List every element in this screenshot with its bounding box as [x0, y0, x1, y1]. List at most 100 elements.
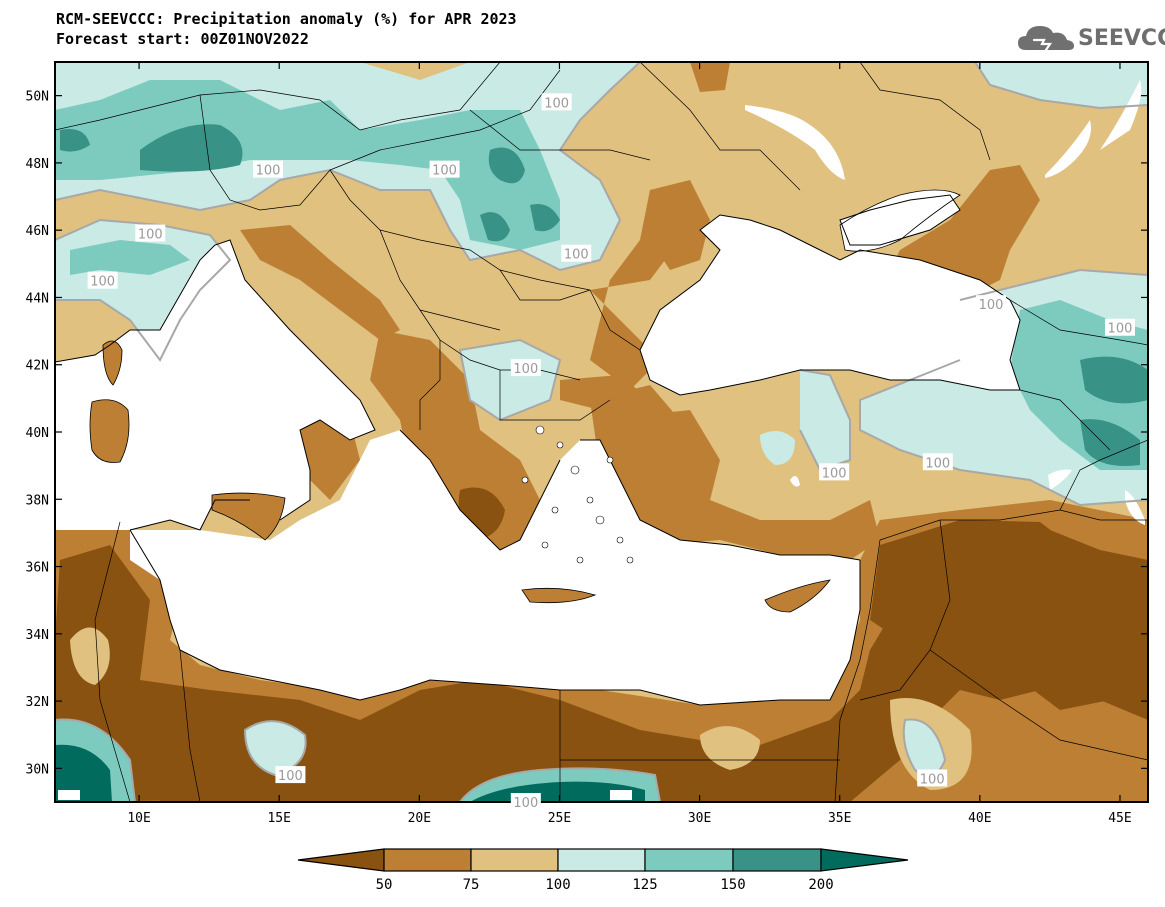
- contour-label-bg: [541, 93, 572, 111]
- forecast-start-label: Forecast start: 00Z01NOV2022: [56, 30, 309, 48]
- lon-tick-label: 20E: [408, 811, 431, 826]
- seevccc-logo: SEEVCCC: [1016, 20, 1165, 60]
- longitude-axis: 10E 15E 20E 25E 30E 35E 40E 45E: [127, 62, 1132, 826]
- contour-label: 100: [429, 160, 460, 179]
- contour-label: 100: [252, 160, 283, 179]
- lon-tick-label: 45E: [1108, 811, 1131, 826]
- colorbar-level-label: 50: [376, 877, 393, 893]
- field-50-75-moldova: [650, 180, 710, 270]
- sardinia-sea-gap: [55, 400, 95, 470]
- sardinia: [89, 399, 130, 463]
- contour-label-bg: [819, 463, 850, 481]
- caspian-edge: [1125, 490, 1145, 525]
- latitude-axis: 30N 32N 34N 36N 38N 40N 42N 44N 46N 48N 50N: [26, 90, 1148, 777]
- lat-tick-label: 46N: [26, 224, 49, 239]
- colorbar-swatch-gt200: [820, 848, 909, 872]
- field-gt200-algeria: [55, 744, 112, 802]
- colorbar-swatch-lt50: [297, 848, 385, 872]
- colorbar-swatch: [732, 848, 822, 872]
- contour-label-bg: [1104, 318, 1135, 336]
- sicily: [211, 492, 286, 541]
- contour-label: 100: [819, 463, 850, 481]
- field-75-100-libya-blob: [70, 627, 110, 685]
- contour-labels: 100 100 100 100 100 100 100 100 100 100 100 100 100 1…: [87, 93, 1135, 811]
- map-fields: [55, 62, 1148, 802]
- colorbar-level-label: 150: [720, 877, 745, 893]
- contour-label: 100: [561, 244, 592, 263]
- contour-label-bg: [135, 224, 166, 242]
- contour-label-bg: [976, 295, 1007, 313]
- lat-tick-label: 30N: [26, 762, 49, 777]
- field-100-125-turkey-blob: [760, 431, 795, 465]
- contour-label-text: 100: [564, 248, 589, 263]
- colorbar-swatch: [470, 848, 559, 872]
- colorbar-level-label: 200: [808, 877, 833, 893]
- lon-tick-label: 40E: [968, 811, 991, 826]
- lat-tick-label: 44N: [26, 291, 49, 306]
- contour-label-text: 100: [90, 275, 115, 290]
- field-100-125-libya-blob: [245, 721, 306, 775]
- field-150-200-germany: [140, 124, 243, 172]
- contour-label-text: 100: [432, 164, 457, 179]
- lat-tick-label: 48N: [26, 157, 49, 172]
- contour-label-text: 100: [138, 228, 163, 243]
- contour-label-bg: [510, 359, 541, 377]
- aegean-islands: [521, 425, 634, 564]
- lat-tick-label: 34N: [26, 628, 49, 643]
- colorbar-swatch: [383, 848, 472, 872]
- field-150-200-romania: [530, 204, 560, 232]
- nodata-africa-sw: [58, 790, 80, 800]
- lat-tick-label: 32N: [26, 695, 49, 710]
- field-150-200-caucasus-south: [1080, 419, 1140, 466]
- nodata-ne: [1100, 80, 1142, 150]
- colorbar-level-label: 125: [632, 877, 657, 893]
- contour-label-text: 100: [979, 298, 1004, 313]
- nodata-ukraine: [745, 105, 845, 180]
- colorbar-level-label: 75: [463, 877, 480, 893]
- crimea: [839, 189, 961, 252]
- contour-label-text: 100: [925, 456, 950, 471]
- contour-label-bg: [917, 769, 948, 787]
- colorbar-swatch: [644, 848, 734, 872]
- lon-tick-label: 10E: [127, 811, 150, 826]
- colorbar-level-label: 100: [545, 877, 570, 893]
- nodata-turkey-east: [1048, 469, 1072, 490]
- black-sea: [640, 215, 1020, 395]
- lon-tick-label: 25E: [548, 811, 571, 826]
- lat-tick-label: 36N: [26, 561, 49, 576]
- colorbar-swatch: [557, 848, 646, 872]
- contour-label-bg: [87, 271, 118, 289]
- corsica: [102, 340, 123, 386]
- map-title: RCM-SEEVCCC: Precipitation anomaly (%) f…: [56, 10, 517, 28]
- cyprus: [764, 579, 831, 613]
- field-100-125-turkey-central: [800, 370, 850, 470]
- lat-tick-label: 42N: [26, 359, 49, 374]
- lat-tick-label: 38N: [26, 493, 49, 508]
- field-125-150-alps: [70, 240, 190, 275]
- country-borders: [55, 62, 1148, 802]
- contour-label: 100: [275, 766, 306, 784]
- field-150-200-hungary: [480, 212, 510, 242]
- contour-label: 100: [1104, 318, 1135, 337]
- field-lt50-syria: [870, 520, 1120, 710]
- contour-label-text: 100: [278, 769, 303, 784]
- nodata-turkey-mid: [790, 476, 800, 487]
- field-50-75-bulgaria: [560, 375, 650, 410]
- contour-label-text: 100: [822, 466, 847, 481]
- contour-label-bg: [922, 453, 953, 471]
- contour-label: 100: [976, 295, 1007, 313]
- lon-tick-label: 30E: [688, 811, 711, 826]
- contour-label: 100: [510, 793, 541, 811]
- cloud-logo-icon: [1018, 26, 1074, 52]
- lon-tick-label: 35E: [828, 811, 851, 826]
- lon-tick-label: 15E: [267, 811, 290, 826]
- contour-label-bg: [561, 244, 592, 262]
- contour-label-text: 100: [256, 164, 281, 179]
- contour-label: 100: [135, 224, 166, 243]
- contour-label: 100: [922, 453, 953, 471]
- contour-label-bg: [252, 160, 283, 178]
- field-50-75-ukraine-north: [690, 62, 730, 92]
- field-150-200-slovakia: [488, 147, 525, 184]
- contour-label-text: 100: [544, 96, 569, 111]
